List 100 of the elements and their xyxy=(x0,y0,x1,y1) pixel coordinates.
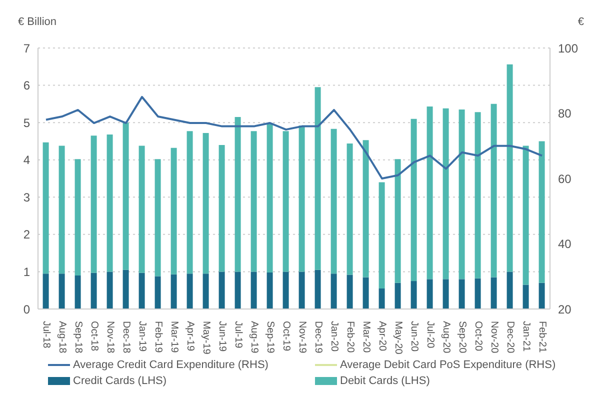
bar xyxy=(218,144,225,272)
bar xyxy=(234,272,241,309)
bar xyxy=(330,128,337,274)
x-tick-label: Mar-19 xyxy=(168,321,180,354)
x-tick-label: Jan-19 xyxy=(136,321,148,352)
bar xyxy=(138,272,145,309)
x-tick-label: Aug-18 xyxy=(56,321,68,354)
bar xyxy=(474,278,481,309)
bar xyxy=(202,274,209,309)
bar xyxy=(298,272,305,309)
bar xyxy=(474,112,481,278)
legend-label: Credit Cards (LHS) xyxy=(73,375,167,387)
bar xyxy=(138,146,145,273)
bar xyxy=(506,64,513,272)
x-tick-label: Aug-20 xyxy=(440,321,452,354)
y2-tick-label: 80 xyxy=(558,106,572,121)
y-tick-label: 0 xyxy=(23,302,30,316)
bar xyxy=(90,272,97,309)
y-tick-label: 1 xyxy=(23,264,30,279)
bar xyxy=(538,282,545,309)
y2-tick-label: 60 xyxy=(558,172,572,186)
x-tick-label: Apr-20 xyxy=(376,321,388,352)
x-tick-label: Oct-20 xyxy=(472,321,484,352)
x-tick-label: Jan-21 xyxy=(520,321,532,352)
bar xyxy=(42,142,49,274)
bar xyxy=(378,288,385,309)
bar xyxy=(90,136,97,273)
bar xyxy=(346,143,353,275)
bar xyxy=(426,106,433,280)
y2-axis-title: € xyxy=(578,16,584,28)
x-tick-label: May-19 xyxy=(200,321,212,355)
x-tick-label: Oct-18 xyxy=(88,321,100,352)
line-series xyxy=(45,96,543,180)
x-tick-label: Jun-20 xyxy=(408,321,420,352)
x-tick-label: Apr-19 xyxy=(184,321,196,352)
x-tick-label: Nov-18 xyxy=(104,321,116,354)
x-tick-label: Feb-19 xyxy=(152,321,164,354)
bar xyxy=(522,146,529,285)
bar xyxy=(490,277,497,309)
y2-tick-label: 40 xyxy=(558,237,572,252)
x-tick-label: Jul-19 xyxy=(232,321,244,349)
bar xyxy=(378,182,385,288)
x-tick-label: Sep-19 xyxy=(264,321,276,354)
bar xyxy=(426,279,433,309)
bar xyxy=(186,131,193,274)
bar xyxy=(106,134,113,272)
x-tick-label: Nov-20 xyxy=(488,321,500,354)
x-tick-label: Feb-20 xyxy=(344,321,356,354)
x-tick-label: Jun-19 xyxy=(216,321,228,352)
bar xyxy=(122,122,129,270)
x-tick-label: Dec-18 xyxy=(120,321,132,354)
x-tick-label: Sep-18 xyxy=(72,321,84,354)
bar xyxy=(282,131,289,272)
y-tick-label: 7 xyxy=(23,41,30,56)
bar xyxy=(218,272,225,309)
bar xyxy=(314,87,321,270)
bar xyxy=(442,108,449,280)
x-tick-label: Sep-20 xyxy=(456,321,468,354)
bar xyxy=(442,279,449,309)
bar xyxy=(394,282,401,309)
bar xyxy=(154,159,161,276)
y2-tick-label: 20 xyxy=(558,302,572,316)
bar xyxy=(410,118,417,282)
bar xyxy=(202,133,209,274)
legend-label: Debit Cards (LHS) xyxy=(340,375,430,387)
bar xyxy=(506,272,513,309)
x-tick-label: Oct-19 xyxy=(280,321,292,352)
y-tick-label: 4 xyxy=(23,153,30,168)
x-tick-label: Jan-20 xyxy=(328,321,340,352)
bar xyxy=(394,159,401,283)
bar xyxy=(154,276,161,309)
bar xyxy=(74,159,81,276)
x-tick-label: Jul-18 xyxy=(40,321,52,349)
legend-label: Average Credit Card Expenditure (RHS) xyxy=(73,359,268,371)
x-tick-label: Nov-19 xyxy=(296,321,308,354)
bar xyxy=(298,126,305,272)
x-tick-label: Dec-19 xyxy=(312,321,324,354)
bar xyxy=(490,104,497,278)
bar xyxy=(250,272,257,309)
x-tick-label: May-20 xyxy=(392,321,404,355)
bar xyxy=(410,281,417,309)
y-tick-label: 6 xyxy=(23,78,30,93)
bar xyxy=(234,116,241,272)
bar xyxy=(122,270,129,309)
y-tick-label: 2 xyxy=(23,228,30,242)
x-tick-label: Dec-20 xyxy=(504,321,516,354)
bar xyxy=(346,274,353,309)
bar xyxy=(250,131,257,272)
bar xyxy=(58,146,65,274)
bar xyxy=(458,110,465,280)
y-axis-title: € Billion xyxy=(18,16,57,28)
bar xyxy=(266,123,273,272)
bar xyxy=(170,148,177,274)
x-tick-label: Jul-20 xyxy=(424,321,436,349)
bar xyxy=(458,279,465,309)
bar xyxy=(58,274,65,309)
x-tick-label: Mar-20 xyxy=(360,321,372,354)
bar xyxy=(106,272,113,309)
bar xyxy=(266,272,273,309)
x-tick-label: Feb-21 xyxy=(536,321,548,354)
